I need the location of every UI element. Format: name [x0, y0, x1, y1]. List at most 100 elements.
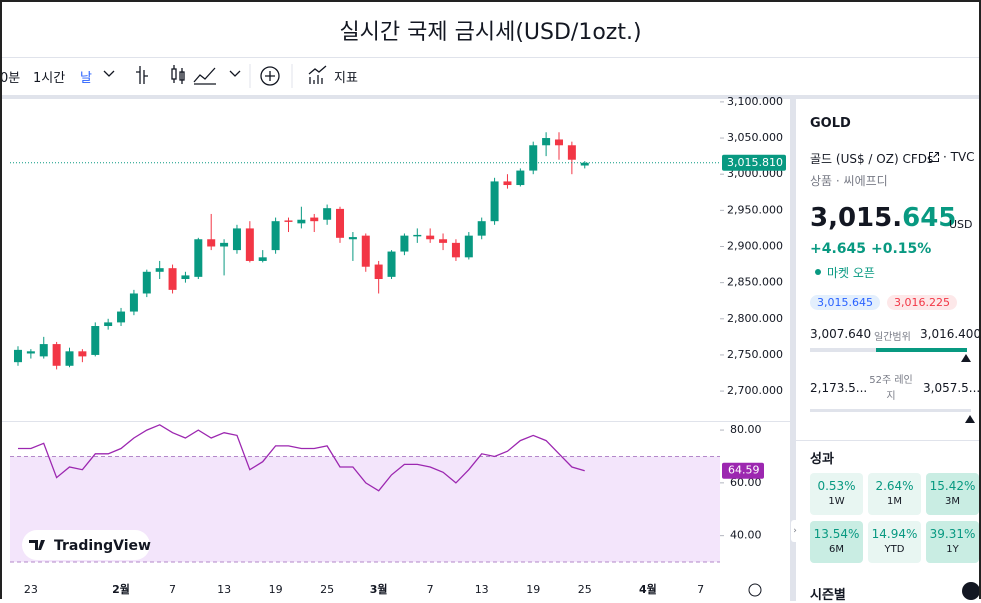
candle-body [13, 349, 22, 363]
x-tick-label: 19 [269, 583, 283, 596]
settings-icon [748, 583, 762, 597]
performance-period: 1W [828, 496, 845, 507]
interval-button[interactable]: 0분 [0, 71, 21, 86]
logo-icon [29, 540, 45, 550]
candle-body [374, 264, 383, 280]
candle-body [348, 237, 357, 240]
candle-body [207, 239, 216, 247]
y-tick-label: 2,950.000 [727, 203, 783, 216]
y-tick-label: 2,700.000 [727, 384, 783, 397]
logo: TradingView [22, 530, 151, 560]
y-tick-label: 2,750.000 [727, 348, 783, 361]
change: +4.645 [810, 241, 867, 257]
candle-body [142, 271, 151, 294]
candle-body [439, 239, 448, 243]
external-link-icon[interactable] [928, 151, 940, 163]
candle-body [129, 293, 138, 312]
candle-body [361, 235, 370, 267]
settings-button[interactable] [962, 582, 980, 600]
indicator-icon[interactable] [308, 65, 327, 84]
logo-box [22, 530, 150, 560]
candle-body [52, 344, 61, 366]
x-tick-label: 25 [578, 583, 592, 596]
status-dot [815, 269, 821, 275]
divider [0, 57, 981, 58]
indicators-button[interactable]: 지표 [334, 71, 358, 86]
performance-cell[interactable]: 39.31% 1Y [926, 521, 979, 563]
toolbar-icons [103, 64, 327, 88]
candle-body [387, 251, 396, 277]
x-tick-label: 2월 [112, 582, 130, 596]
candle-body [232, 228, 241, 251]
performance-cell[interactable]: 0.53% 1W [810, 473, 863, 515]
interval-button[interactable]: 날 [80, 71, 92, 86]
candle-body [91, 326, 100, 355]
candle-body [323, 208, 332, 220]
performance-period: 3M [945, 496, 960, 507]
dropdown-icon[interactable] [229, 70, 241, 77]
candle-icon[interactable] [171, 65, 185, 84]
dropdown-icon[interactable] [103, 70, 115, 77]
day-range-label: 일간범위 [874, 332, 911, 343]
candle-body [503, 181, 512, 186]
candle-body [529, 145, 538, 171]
performance-value: 14.94% [871, 527, 918, 541]
performance-period: 6M [829, 544, 844, 555]
performance-cell[interactable]: 14.94% YTD [868, 521, 921, 563]
candle-body [336, 208, 345, 238]
chart: 2,700.000 2,750.000 2,800.000 2,850.000 2,90… [0, 95, 790, 597]
performance-cell[interactable]: 15.42% 3M [926, 473, 979, 515]
price-decimal: 645 [902, 203, 957, 233]
last-price-box [722, 154, 786, 171]
performance-cell[interactable]: 13.54% 6M [810, 521, 863, 563]
collapse-button[interactable]: › [791, 520, 799, 542]
change-pct: +0.15% [871, 241, 932, 257]
x-tick-label: 23 [24, 583, 38, 596]
performance-period: 1Y [946, 544, 959, 555]
candle-body [297, 219, 306, 224]
x-tick-label: 7 [697, 583, 704, 596]
performance-period: 1M [887, 496, 902, 507]
symbol: GOLD [810, 116, 851, 131]
y-tick-label: 3,100.000 [727, 95, 783, 108]
candle-body [65, 351, 74, 366]
y-tick-label: 3,050.000 [727, 131, 783, 144]
candle-body [194, 239, 203, 277]
panel-gutter [790, 95, 796, 601]
rsi-line [18, 424, 585, 492]
range-fill [876, 348, 967, 352]
candle-body [464, 235, 473, 258]
x-tick-label: 13 [217, 583, 231, 596]
range-bar [810, 409, 971, 412]
area-icon[interactable] [193, 67, 216, 85]
divider [796, 440, 981, 441]
candle-body [168, 268, 177, 290]
candle-body [400, 235, 409, 252]
year-range-label: 52주 레인지 [869, 375, 913, 402]
compare-button[interactable] [260, 66, 280, 86]
ask: 3,016.225 [887, 295, 957, 310]
bar-style-icon[interactable] [136, 66, 148, 84]
candle-body [567, 145, 576, 160]
candle-body [271, 221, 280, 251]
currency: USD [949, 218, 973, 231]
candle-body [477, 221, 486, 236]
rsi-last-label-box [722, 462, 764, 479]
performance-title: 성과 [810, 452, 834, 467]
x-tick-label: 3월 [370, 582, 388, 596]
performance-value: 15.42% [929, 479, 976, 493]
x-tick-label: 7 [427, 583, 434, 596]
x-tick-label: 25 [320, 583, 334, 596]
performance-cell[interactable]: 2.64% 1M [868, 473, 921, 515]
performance-value: 0.53% [817, 479, 856, 493]
candle-body [413, 234, 422, 237]
x-tick-label: 13 [475, 583, 489, 596]
x-tick-label: 19 [526, 583, 540, 596]
source: · TVC [943, 150, 975, 164]
candle-body [26, 351, 35, 354]
interval-button[interactable]: 1시간 [33, 71, 66, 86]
seasonal-title: 시즌별 [810, 588, 846, 603]
candle-body [451, 242, 460, 258]
candle-body [490, 181, 499, 222]
candle-body [78, 351, 87, 357]
